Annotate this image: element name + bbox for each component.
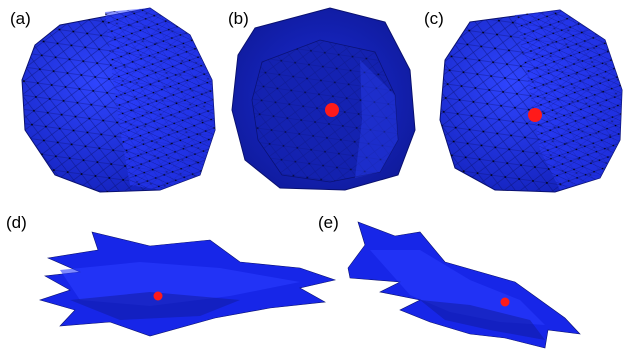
panel-e-marker [500,297,510,307]
panel-a-mesh [21,7,216,193]
panel-c-mesh [439,9,623,193]
panel-d-marker [153,291,163,301]
panel-label-c: (c) [424,9,444,28]
panel-label-d: (d) [6,213,27,232]
panel-label-b: (b) [228,9,249,28]
panel-d-mesh [38,231,337,337]
panel-c-marker [528,108,542,122]
panel-b-marker [325,103,339,117]
panel-label-e: (e) [318,213,339,232]
panel-e-mesh [347,221,581,349]
panel-b-mesh [231,7,416,191]
panel-label-a: (a) [10,9,31,28]
